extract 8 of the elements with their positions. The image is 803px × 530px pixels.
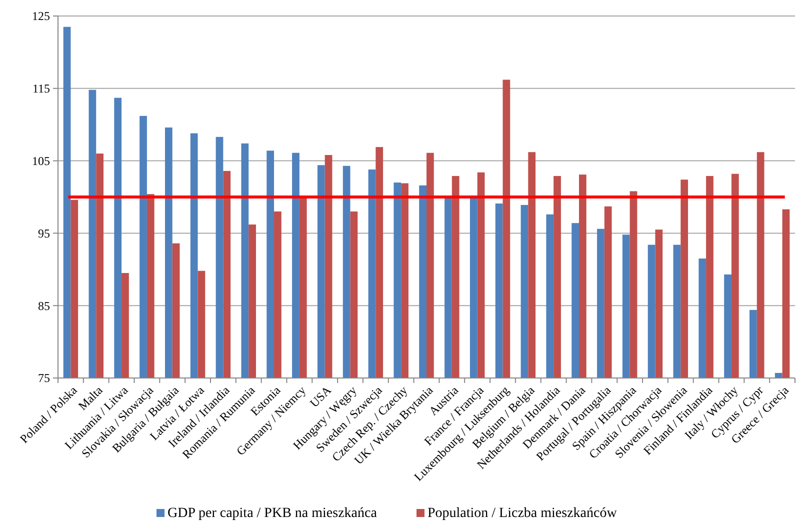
y-tick-label: 125 bbox=[32, 9, 50, 24]
y-tick-label: 85 bbox=[38, 298, 50, 313]
y-tick-label: 115 bbox=[32, 82, 50, 96]
legend-label: Population / Liczba mieszkańców bbox=[428, 506, 618, 521]
y-tick-label: 75 bbox=[38, 371, 50, 386]
y-tick-label: 105 bbox=[32, 154, 50, 168]
legend-label: GDP per capita / PKB na mieszkańca bbox=[168, 506, 378, 521]
y-tick-label: 95 bbox=[38, 226, 50, 240]
